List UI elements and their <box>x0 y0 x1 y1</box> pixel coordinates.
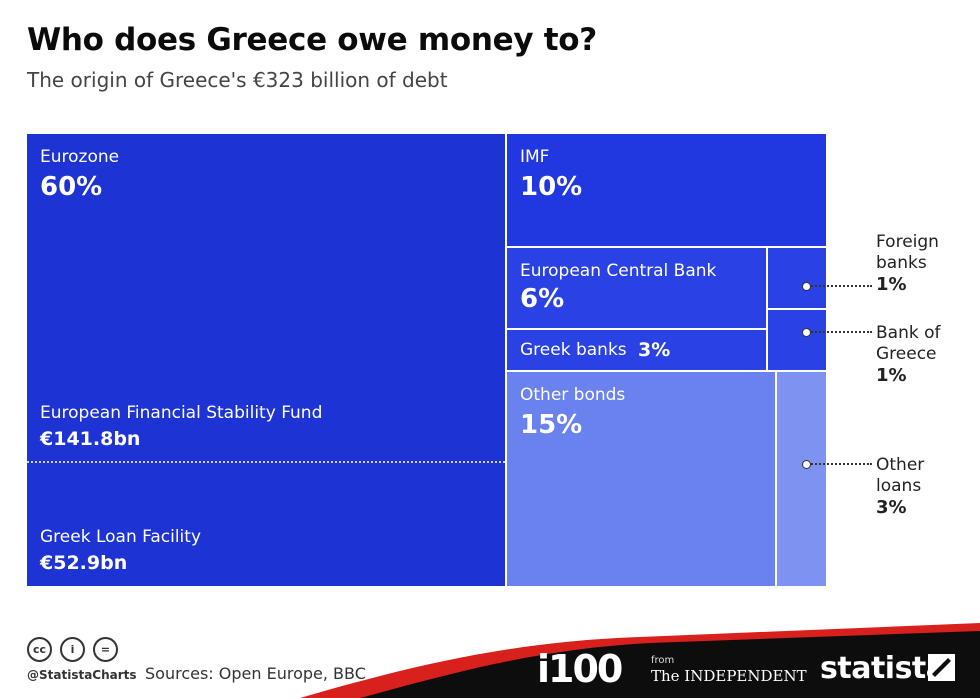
i100-logo: i100 <box>537 647 623 691</box>
tile-imf-value: 10% <box>520 172 583 202</box>
tile-other-loans <box>777 372 826 586</box>
tile-eurozone-value: 60% <box>40 172 103 202</box>
attribution-icon: i <box>60 637 85 662</box>
tile-eurozone-label: Eurozone <box>40 147 120 167</box>
tile-greek-banks: Greek banks 3% <box>507 330 766 370</box>
tile-other-bonds-label: Other bonds <box>520 385 626 405</box>
tile-european-central-bank: European Central Bank 6% <box>507 248 766 328</box>
callout-other-loans-value: 3% <box>876 497 907 518</box>
efsf-value: €141.8bn <box>40 428 141 450</box>
callout-other-loans-line1: Other <box>876 455 925 475</box>
callout-foreign-banks: Foreign banks 1% <box>876 232 939 295</box>
glf-label: Greek Loan Facility <box>40 527 202 547</box>
marker-foreign-banks <box>802 282 811 291</box>
callout-other-loans: Other loans 3% <box>876 455 924 518</box>
tile-other-bonds-value: 15% <box>520 410 583 440</box>
sources-text: Sources: Open Europe, BBC <box>145 664 366 683</box>
tile-bank-of-greece <box>768 310 826 370</box>
eurozone-divider <box>27 461 505 463</box>
tile-ecb-label: European Central Bank <box>520 261 717 281</box>
no-derivatives-icon: = <box>93 637 118 662</box>
tile-imf: IMF 10% <box>507 134 826 246</box>
chart-title: Who does Greece owe money to? <box>27 22 597 58</box>
marker-bank-of-greece <box>802 328 811 337</box>
leader-foreign-banks <box>808 285 872 287</box>
tile-eurozone: Eurozone 60% European Financial Stabilit… <box>27 134 505 586</box>
leader-other-loans <box>808 463 872 465</box>
independent-logo: The INDEPENDENT <box>651 667 807 685</box>
callout-bank-of-greece: Bank of Greece 1% <box>876 323 941 386</box>
marker-other-loans <box>802 460 811 469</box>
footer-band <box>300 623 980 698</box>
callout-bog-line1: Bank of <box>876 323 941 343</box>
tile-foreign-banks <box>768 248 826 308</box>
tile-imf-label: IMF <box>520 147 550 167</box>
callout-foreign-banks-value: 1% <box>876 274 907 295</box>
statista-handle: @StatistaCharts <box>27 668 137 682</box>
callout-foreign-banks-line1: Foreign <box>876 232 939 252</box>
callout-other-loans-line2: loans <box>876 476 922 496</box>
chart-subtitle: The origin of Greece's €323 billion of d… <box>27 68 448 92</box>
efsf-label: European Financial Stability Fund <box>40 403 323 423</box>
tile-other-bonds: Other bonds 15% <box>507 372 775 586</box>
callout-foreign-banks-line2: banks <box>876 253 927 273</box>
leader-bank-of-greece <box>808 331 872 333</box>
tile-greek-banks-label: Greek banks <box>520 340 627 360</box>
statista-mark-icon <box>928 654 955 681</box>
glf-value: €52.9bn <box>40 552 128 574</box>
from-label: from <box>651 655 675 666</box>
tile-ecb-value: 6% <box>520 284 565 314</box>
callout-bog-value: 1% <box>876 365 907 386</box>
creative-commons-icon: cc <box>27 637 52 662</box>
callout-bog-line2: Greece <box>876 344 937 364</box>
tile-greek-banks-value: 3% <box>638 339 671 361</box>
statista-logo: statista <box>820 651 946 686</box>
